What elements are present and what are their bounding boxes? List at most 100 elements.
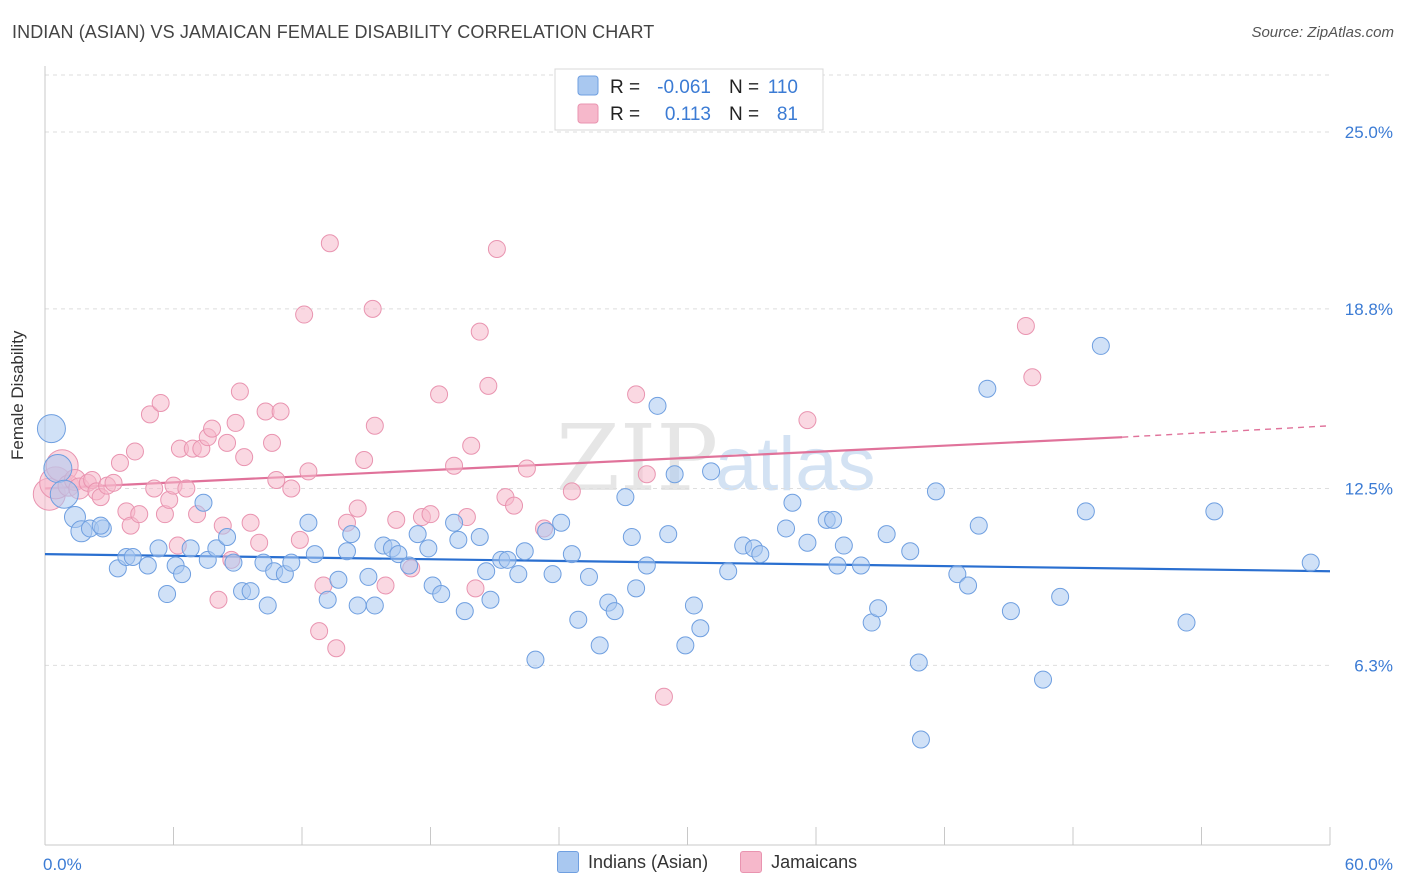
point-indians xyxy=(123,547,142,566)
legend-item-jamaicans[interactable]: Jamaicans xyxy=(740,851,857,873)
point-jamaicans xyxy=(365,416,384,435)
stat-n-label-2: N = xyxy=(729,104,759,125)
point-jamaicans xyxy=(562,482,581,501)
legend-item-indians[interactable]: Indians (Asian) xyxy=(557,851,708,873)
point-jamaicans xyxy=(226,413,245,432)
point-indians xyxy=(719,562,738,581)
point-jamaicans xyxy=(235,448,254,467)
x-tick-label-max: 60.0% xyxy=(1345,855,1393,874)
point-indians xyxy=(569,610,588,629)
point-indians xyxy=(911,730,930,749)
stat-r-value-2: 0.113 xyxy=(665,104,711,125)
point-indians xyxy=(258,596,277,615)
point-indians xyxy=(537,522,556,541)
point-indians xyxy=(869,599,888,618)
point-indians xyxy=(282,553,301,572)
point-jamaicans xyxy=(299,462,318,481)
point-jamaicans xyxy=(145,479,164,498)
point-indians xyxy=(798,533,817,552)
point-indians xyxy=(622,528,641,546)
point-indians xyxy=(158,585,177,604)
legend-swatch-pink xyxy=(577,103,599,124)
point-indians xyxy=(138,556,157,575)
point-indians xyxy=(149,539,168,558)
trend-extension-jamaicans xyxy=(1122,425,1331,438)
stat-n-value-2: 81 xyxy=(777,104,798,125)
y-tick-label: 18.8% xyxy=(1345,300,1393,319)
stat-n-label-1: N = xyxy=(729,77,759,98)
point-indians xyxy=(1177,613,1196,632)
point-indians xyxy=(173,565,192,584)
point-indians xyxy=(543,565,562,584)
point-indians xyxy=(702,462,721,481)
point-jamaicans xyxy=(282,479,301,498)
point-indians xyxy=(329,570,348,589)
point-jamaicans xyxy=(209,590,228,609)
point-jamaicans xyxy=(130,505,149,524)
stat-r-label-2: R = xyxy=(610,104,640,125)
point-indians xyxy=(1205,502,1224,521)
point-indians xyxy=(419,539,438,558)
point-indians xyxy=(43,454,73,484)
point-jamaicans xyxy=(290,530,309,549)
point-indians xyxy=(445,513,464,532)
point-indians xyxy=(926,482,945,501)
legend-label-indians: Indians (Asian) xyxy=(588,851,709,872)
point-jamaicans xyxy=(271,402,290,421)
point-jamaicans xyxy=(517,459,536,478)
stat-r-label-1: R = xyxy=(610,77,640,98)
point-jamaicans xyxy=(637,465,656,484)
point-indians xyxy=(218,528,237,546)
point-jamaicans xyxy=(376,576,395,595)
point-jamaicans xyxy=(327,639,346,658)
legend-swatch-blue xyxy=(577,75,599,96)
point-indians xyxy=(455,602,474,621)
stats-legend: R = -0.061 N = 110 R = 0.113 N = 81 xyxy=(554,68,824,131)
point-indians xyxy=(665,465,684,484)
point-indians xyxy=(978,379,997,398)
point-indians xyxy=(828,556,847,575)
point-indians xyxy=(627,579,646,598)
point-jamaicans xyxy=(466,579,485,598)
point-indians xyxy=(194,493,213,512)
point-indians xyxy=(1001,602,1020,621)
point-indians xyxy=(676,636,695,655)
point-indians xyxy=(207,539,226,558)
y-tick-label: 6.3% xyxy=(1354,656,1393,675)
chart-title: INDIAN (ASIAN) VS JAMAICAN FEMALE DISABI… xyxy=(12,22,655,42)
point-indians xyxy=(342,525,361,544)
point-indians xyxy=(365,596,384,615)
point-jamaicans xyxy=(140,405,159,424)
point-jamaicans xyxy=(355,451,374,469)
point-indians xyxy=(901,542,920,561)
point-indians xyxy=(1034,670,1053,689)
point-indians xyxy=(959,576,978,595)
watermark-atlas: atlas xyxy=(715,422,876,507)
point-indians xyxy=(552,513,571,532)
point-jamaicans xyxy=(363,299,382,318)
point-indians xyxy=(777,519,796,538)
legend-swatch-jamaicans xyxy=(740,851,763,873)
point-indians xyxy=(751,545,770,564)
point-indians xyxy=(299,513,318,532)
point-indians xyxy=(969,516,988,535)
point-indians xyxy=(36,414,66,444)
point-jamaicans xyxy=(218,433,237,452)
point-jamaicans xyxy=(241,513,260,532)
point-indians xyxy=(400,556,419,575)
point-jamaicans xyxy=(256,402,275,421)
stat-r-value-1: -0.061 xyxy=(657,77,711,98)
point-jamaicans xyxy=(445,456,464,475)
point-jamaicans xyxy=(230,382,249,401)
point-indians xyxy=(359,567,378,586)
point-jamaicans xyxy=(430,385,449,404)
point-indians xyxy=(348,596,367,615)
point-indians xyxy=(605,602,624,621)
series-legend: Indians (Asian) Jamaicans xyxy=(557,851,879,873)
point-indians xyxy=(562,545,581,564)
point-jamaicans xyxy=(798,411,817,430)
point-jamaicans xyxy=(654,687,673,706)
point-indians xyxy=(481,590,500,609)
point-jamaicans xyxy=(462,436,481,455)
